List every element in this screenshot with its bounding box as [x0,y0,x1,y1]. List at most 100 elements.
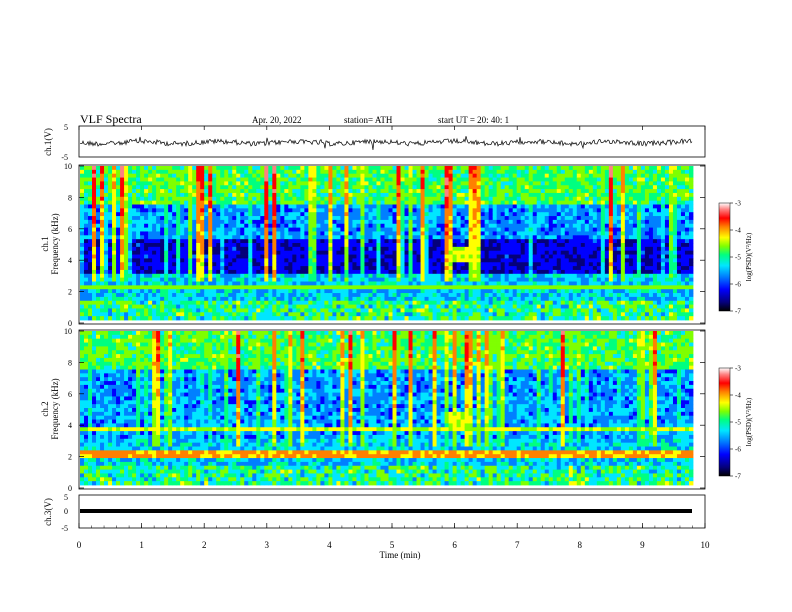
spectrogram-cell [420,192,425,198]
spectrogram-cell [184,312,189,317]
spectrogram-cell [440,300,445,305]
spectrogram-cell [172,181,177,186]
spectrogram-cell [524,169,530,175]
spectrogram-cell [544,254,550,259]
spectrogram-cell [484,277,490,282]
spectrogram-cell [344,300,349,305]
spectrogram-cell [360,227,365,232]
spectrogram-cell [304,173,309,178]
spectrogram-cell [420,239,425,244]
spectrogram-cell [152,219,157,225]
spectrogram-cell [548,277,554,282]
spectrogram-cell [196,262,201,267]
spectrogram-cell [216,189,221,194]
spectrogram-cell [504,219,510,225]
spectrogram-cell [268,227,273,232]
spectrogram-cell [476,177,482,182]
spectrogram-cell [240,293,245,298]
spectrogram-cell [140,173,145,178]
spectrogram-cell [312,219,317,225]
spectrogram-cell [288,181,293,186]
spectrogram-cell [128,235,133,240]
spectrogram-cell [316,266,321,271]
spectrogram-cell [468,173,474,178]
spectrogram-cell [528,223,534,228]
spectrogram-cell [520,185,526,190]
spectrogram-cell [552,181,558,186]
spectrogram-cell [428,204,433,209]
spectrogram-cell [352,269,357,275]
spectrogram-cell [228,212,233,217]
spectrogram-cell [304,281,309,286]
spectrogram-cell [384,250,389,255]
spectrogram-cell [472,235,478,240]
spectrogram-cell [528,262,534,267]
spectrogram-cell [448,277,454,282]
spectrogram-cell [564,219,570,225]
spectrogram-cell [328,223,333,228]
spectrogram-cell [180,293,185,298]
spectrogram-cell [128,316,133,321]
spectrogram-cell [84,277,89,282]
spectrogram-cell [376,316,381,321]
spectrogram-cell [412,169,417,175]
spectrogram-cell [552,212,558,217]
spectrogram-cell [176,246,181,252]
spectrogram-cell [332,239,337,244]
spectrogram-cell [456,277,462,282]
spectrogram-cell [208,212,213,217]
spectrogram-cell [400,212,405,217]
spectrogram-cell [352,208,357,213]
spectrogram-cell [440,250,445,255]
spectrogram-cell [184,212,189,217]
spectrogram-cell [92,177,97,182]
spectrogram-cell [456,243,462,248]
spectrogram-cell [220,304,225,309]
spectrogram-cell [180,273,185,279]
spectrogram-cell [364,169,369,175]
spectrogram-cell [96,243,101,248]
spectrogram-cell [208,169,213,175]
spectrogram-cell [176,212,181,217]
spectrogram-cell [160,269,165,275]
spectrogram-cell [116,212,121,217]
spectrogram-cell [472,269,478,275]
spectrogram-cell [220,231,225,236]
spectrogram-cell [524,189,530,194]
spectrogram-cell [88,196,93,202]
spectrogram-cell [88,235,93,240]
spectrogram-cell [380,212,385,217]
spectrogram-cell [104,216,109,221]
spectrogram-cell [316,169,321,175]
spectrogram-cell [228,250,233,255]
spectrogram-cell [124,243,129,248]
spectrogram-cell [220,204,225,209]
spectrogram-cell [540,250,546,255]
spectrogram-cell [292,262,297,267]
spectrogram-cell [552,204,558,209]
spectrogram-cell [132,196,137,202]
spectrogram-cell [268,250,273,255]
spectrogram-cell [176,289,181,294]
spectrogram-cell [320,300,325,305]
spectrogram-cell [244,243,249,248]
spectrogram-cell [436,227,441,232]
spectrogram-cell [432,227,437,232]
spectrogram-cell [84,223,89,228]
spectrogram-cell [124,227,129,232]
spectrogram-cell [288,235,293,240]
spectrogram-cell [468,296,474,302]
spectrogram-cell [104,250,109,255]
spectrogram-cell [180,246,185,252]
spectrogram-cell [244,285,249,290]
spectrogram-cell [344,293,349,298]
spectrogram-cell [348,316,353,321]
spectrogram-cell [360,258,365,263]
spectrogram-cell [300,285,305,290]
spectrogram-cell [420,300,425,305]
spectrogram-cell [232,277,237,282]
spectrogram-cell [356,239,361,244]
spectrogram-cell [392,223,397,228]
spectrogram-cell [184,300,189,305]
spectrogram-cell [472,204,478,209]
